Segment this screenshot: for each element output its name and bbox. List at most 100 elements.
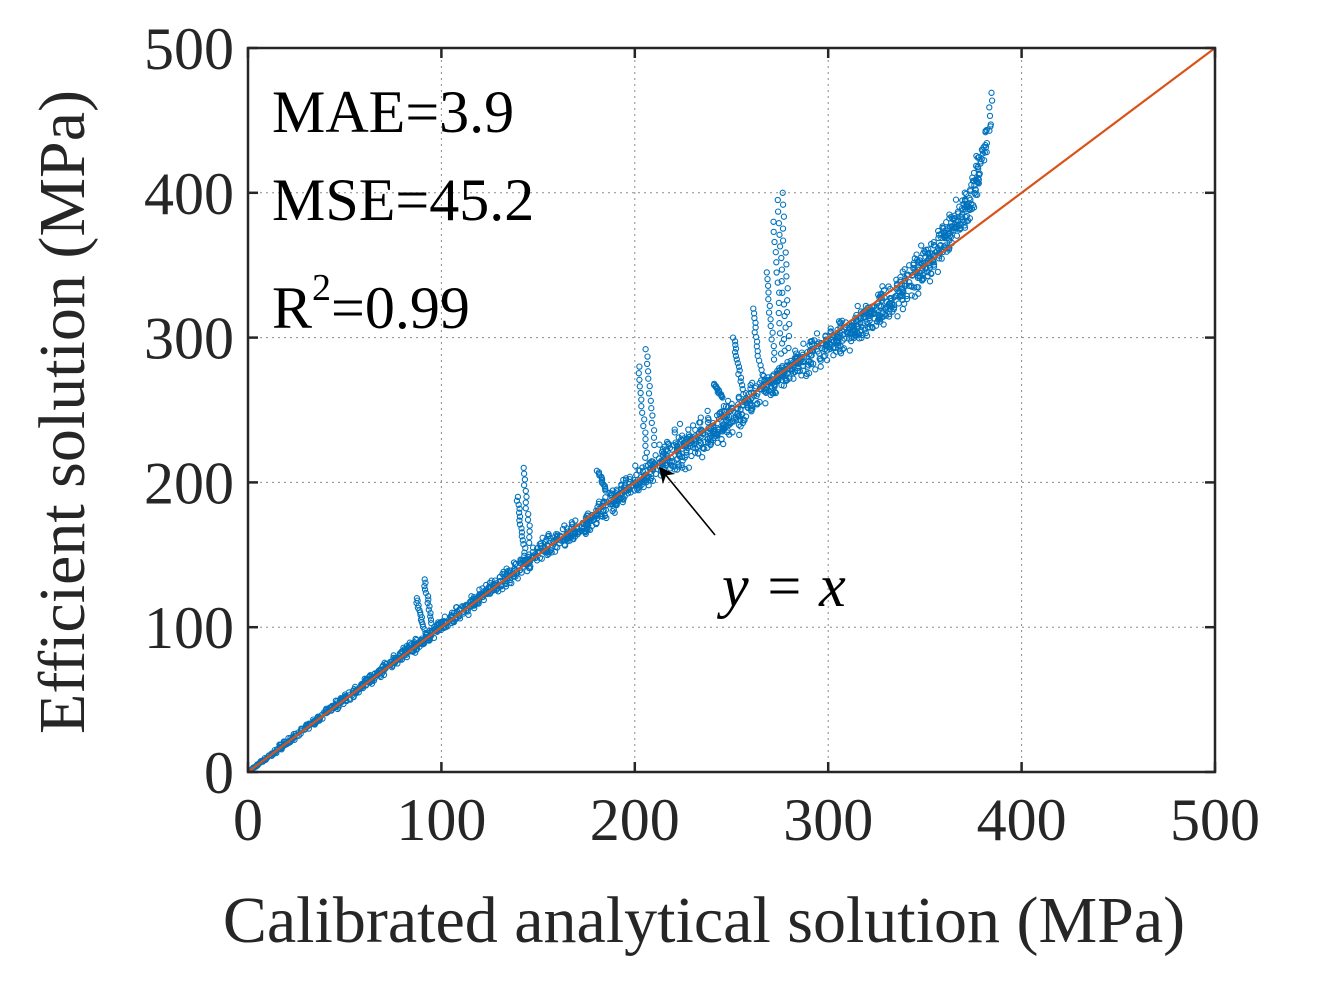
y-tick-label-4: 400 [144,161,234,227]
data-point-751 [943,219,950,226]
data-point-1936 [516,513,524,520]
data-point-1791 [807,352,814,359]
data-point-501 [926,278,934,285]
data-point-1840 [574,529,582,536]
data-point-1578 [878,314,885,321]
data-point-1924 [421,586,429,593]
data-point-1472 [966,204,974,211]
data-point-1818 [975,174,982,182]
data-point-1580 [697,439,704,447]
data-point-1669 [853,317,860,325]
data-point-1022 [885,313,893,320]
data-point-1044 [988,97,996,104]
data-point-362 [986,104,993,111]
data-point-1923 [422,589,430,597]
data-point-1863 [365,673,373,681]
data-point-529 [652,452,659,459]
data-point-1542 [863,318,870,326]
data-point-475 [609,507,616,515]
data-point-782 [688,452,695,460]
data-point-1932 [518,529,526,536]
data-point-1182 [747,385,754,392]
data-point-2011 [711,380,718,388]
data-point-1975 [641,416,648,423]
data-point-1973 [642,429,649,436]
data-point-1885 [955,210,962,217]
data-point-1517 [724,427,731,434]
data-point-1874 [621,482,629,489]
data-point-1917 [427,609,434,617]
r2-base: R [272,275,312,341]
data-point-1729 [585,525,592,533]
data-point-1259 [909,271,916,279]
data-point-1918 [425,606,432,613]
data-point-1985 [650,434,658,441]
data-point-1479 [276,745,284,752]
data-point-1992 [646,382,653,390]
annotation-arrow [658,466,716,536]
data-point-1773 [699,454,706,461]
data-point-1518 [832,344,839,352]
data-point-975 [790,375,797,382]
data-point-1568 [961,224,969,231]
data-point-2042 [770,342,777,350]
data-point-200 [934,268,942,276]
data-point-1646 [938,234,945,242]
data-point-2070 [782,324,789,331]
data-point-1867 [986,127,993,134]
data-point-1649 [526,565,534,572]
data-point-1687 [285,738,292,745]
data-point-699 [742,390,750,397]
x-tick-label-2: 200 [590,787,680,853]
data-point-1441 [837,320,844,327]
data-point-2087 [784,285,791,292]
data-point-2065 [771,238,778,246]
data-point-1540 [946,211,953,218]
data-point-1875 [674,442,681,449]
data-point-1823 [456,605,463,613]
data-point-1428 [402,646,409,653]
data-point-1547 [839,346,846,353]
data-point-1752 [569,533,577,540]
data-point-1651 [807,338,814,345]
data-point-1981 [636,376,643,383]
data-point-1475 [841,335,848,342]
data-point-287 [685,464,693,471]
data-point-2081 [774,196,781,204]
data-point-1536 [899,289,906,296]
data-point-1601 [920,250,927,257]
data-point-1757 [658,458,666,466]
data-point-2019 [733,356,740,363]
data-point-1945 [526,522,533,529]
data-point-1768 [938,255,945,262]
data-point-724 [952,196,960,203]
data-point-1914 [428,619,435,627]
data-point-1627 [403,653,411,661]
data-point-610 [854,302,861,310]
data-point-1443 [694,444,701,451]
data-point-297 [861,326,868,333]
data-point-1896 [885,283,892,290]
data-point-1730 [878,294,885,302]
data-point-1695 [972,191,979,198]
data-point-1318 [918,242,925,249]
data-point-1859 [988,89,995,96]
data-point-1191 [622,475,630,482]
data-point-1720 [888,300,896,307]
data-point-1748 [602,506,610,514]
data-point-2091 [779,237,787,244]
data-point-275 [694,450,702,457]
x-tick-label-1: 100 [396,787,486,853]
data-point-1193 [910,261,917,269]
data-point-1943 [526,534,533,541]
mae-label: MAE=3.9 [272,79,514,145]
reference-line-y-equals-x [247,47,1216,773]
data-point-1820 [636,479,644,486]
data-point-1931 [518,533,525,540]
data-point-1067 [987,121,994,128]
data-point-1787 [982,141,989,149]
data-point-1502 [737,423,744,430]
data-point-1869 [735,421,743,429]
data-point-1487 [946,229,954,237]
data-point-2013 [737,378,744,385]
